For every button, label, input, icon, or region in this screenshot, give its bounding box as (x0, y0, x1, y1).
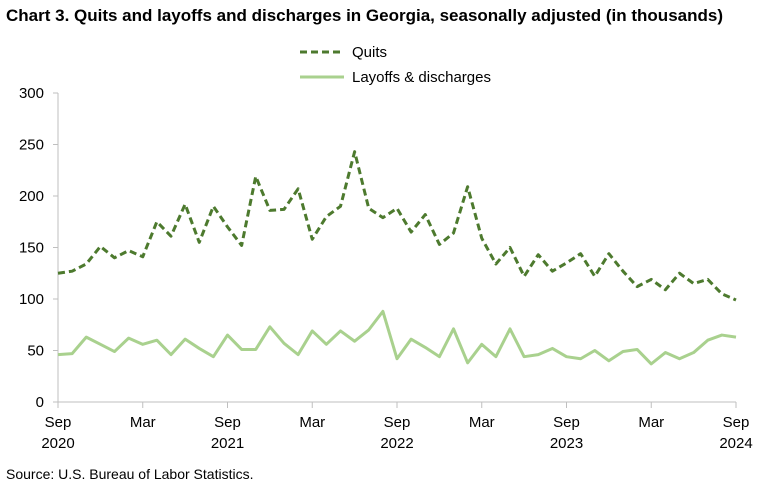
x-tick-label: Sep (723, 414, 750, 431)
y-tick-label: 150 (19, 240, 44, 257)
y-tick-label: 50 (27, 343, 44, 360)
y-tick-label: 300 (19, 85, 44, 102)
y-tick-label: 0 (36, 394, 44, 411)
x-tick-label: Mar (299, 414, 325, 431)
source-note: Source: U.S. Bureau of Labor Statistics. (6, 466, 254, 482)
x-tick-label: Mar (469, 414, 495, 431)
x-tick-year-label: 2021 (211, 435, 244, 452)
series-line-quits (57, 150, 737, 302)
chart-axes: 0 50 100 150 200 250 300 Sep 2020 Mar Sep 2021 Mar Se… (19, 85, 753, 452)
x-tick-year-label: 2020 (41, 435, 74, 452)
x-tick-label: Mar (638, 414, 664, 431)
y-tick-label: 100 (19, 291, 44, 308)
x-tick-label: Sep (384, 414, 411, 431)
series-line-layoffs-discharges (57, 309, 737, 366)
x-tick-year-label: 2022 (380, 435, 413, 452)
y-tick-label: 250 (19, 137, 44, 154)
x-tick-year-label: 2023 (550, 435, 583, 452)
chart-legend: Quits Layoffs & discharges (300, 44, 491, 86)
x-tick-year-label: 2024 (719, 435, 752, 452)
x-tick-label: Mar (130, 414, 156, 431)
chart-title: Chart 3. Quits and layoffs and discharge… (6, 6, 723, 25)
x-tick-label: Sep (45, 414, 72, 431)
legend-label-layoffs-discharges: Layoffs & discharges (352, 69, 491, 86)
chart-series (57, 150, 737, 366)
x-tick-label: Sep (214, 414, 241, 431)
legend-label-quits: Quits (352, 44, 387, 61)
y-tick-label: 200 (19, 188, 44, 205)
x-tick-label: Sep (553, 414, 580, 431)
